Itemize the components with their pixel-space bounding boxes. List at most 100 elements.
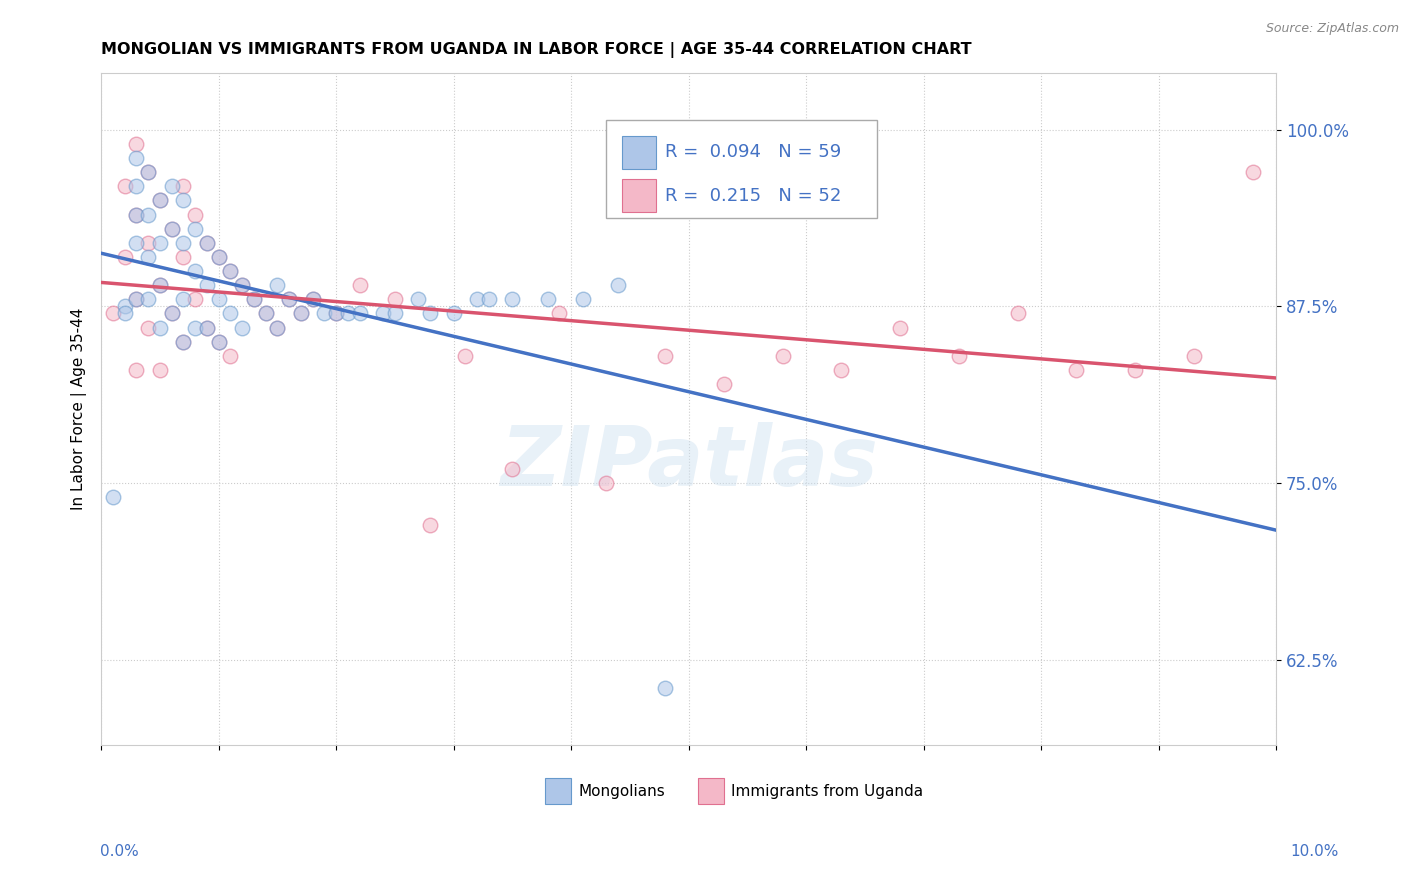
Point: [266, 278, 288, 293]
Point: [1241, 165, 1264, 179]
Point: [114, 250, 136, 264]
Point: [419, 306, 441, 320]
Point: [160, 179, 183, 194]
Point: [207, 334, 229, 349]
Point: [160, 221, 183, 235]
Point: [384, 293, 406, 307]
Point: [195, 235, 218, 250]
Point: [195, 278, 218, 293]
Point: [948, 349, 970, 363]
Text: ZIPatlas: ZIPatlas: [499, 422, 877, 503]
Point: [419, 518, 441, 533]
Point: [207, 250, 229, 264]
Point: [149, 363, 172, 377]
Point: [349, 306, 371, 320]
Point: [160, 306, 183, 320]
Point: [254, 306, 277, 320]
Point: [195, 235, 218, 250]
Point: [125, 208, 148, 222]
Text: MONGOLIAN VS IMMIGRANTS FROM UGANDA IN LABOR FORCE | AGE 35-44 CORRELATION CHART: MONGOLIAN VS IMMIGRANTS FROM UGANDA IN L…: [101, 42, 972, 58]
Point: [184, 320, 207, 334]
Point: [114, 306, 136, 320]
Point: [136, 165, 159, 179]
Point: [207, 293, 229, 307]
Point: [290, 306, 312, 320]
FancyBboxPatch shape: [606, 120, 876, 218]
Point: [136, 320, 159, 334]
Point: [713, 377, 735, 392]
Point: [219, 264, 242, 278]
Point: [184, 264, 207, 278]
Text: Mongolians: Mongolians: [578, 784, 665, 799]
Point: [184, 208, 207, 222]
Point: [325, 306, 347, 320]
Point: [207, 334, 229, 349]
Point: [172, 179, 194, 194]
Point: [314, 306, 336, 320]
Text: Source: ZipAtlas.com: Source: ZipAtlas.com: [1265, 22, 1399, 36]
Point: [219, 306, 242, 320]
Point: [114, 299, 136, 313]
Point: [454, 349, 477, 363]
Point: [207, 250, 229, 264]
Point: [465, 293, 488, 307]
Point: [548, 306, 571, 320]
Point: [160, 221, 183, 235]
Point: [607, 278, 630, 293]
Point: [136, 250, 159, 264]
Point: [1007, 306, 1029, 320]
Point: [231, 320, 253, 334]
Text: 0.0%: 0.0%: [100, 845, 139, 859]
Point: [501, 462, 523, 476]
Point: [278, 293, 301, 307]
Point: [290, 306, 312, 320]
Point: [114, 179, 136, 194]
Text: R =  0.094   N = 59: R = 0.094 N = 59: [665, 144, 841, 161]
FancyBboxPatch shape: [621, 179, 655, 212]
Point: [384, 306, 406, 320]
Point: [243, 293, 266, 307]
Point: [266, 320, 288, 334]
Point: [125, 363, 148, 377]
Point: [219, 349, 242, 363]
Point: [172, 293, 194, 307]
Point: [160, 306, 183, 320]
Point: [125, 151, 148, 165]
Point: [149, 278, 172, 293]
Point: [336, 306, 359, 320]
Point: [172, 250, 194, 264]
Point: [136, 293, 159, 307]
Point: [149, 320, 172, 334]
Point: [443, 306, 465, 320]
Point: [136, 165, 159, 179]
Point: [536, 293, 558, 307]
FancyBboxPatch shape: [621, 136, 655, 169]
Y-axis label: In Labor Force | Age 35-44: In Labor Force | Age 35-44: [72, 308, 87, 510]
FancyBboxPatch shape: [546, 778, 571, 805]
Point: [1066, 363, 1088, 377]
Point: [654, 349, 676, 363]
Point: [172, 194, 194, 208]
Point: [184, 293, 207, 307]
Point: [231, 278, 253, 293]
Point: [1123, 363, 1146, 377]
Text: 10.0%: 10.0%: [1291, 845, 1339, 859]
Point: [266, 320, 288, 334]
Point: [301, 293, 323, 307]
Point: [195, 320, 218, 334]
Point: [125, 208, 148, 222]
Point: [149, 278, 172, 293]
Point: [278, 293, 301, 307]
Point: [501, 293, 523, 307]
Text: Immigrants from Uganda: Immigrants from Uganda: [731, 784, 922, 799]
Point: [149, 194, 172, 208]
Point: [349, 278, 371, 293]
Point: [125, 293, 148, 307]
Point: [172, 235, 194, 250]
Point: [1182, 349, 1205, 363]
Point: [125, 235, 148, 250]
Point: [478, 293, 501, 307]
Point: [243, 293, 266, 307]
Point: [149, 194, 172, 208]
Point: [254, 306, 277, 320]
